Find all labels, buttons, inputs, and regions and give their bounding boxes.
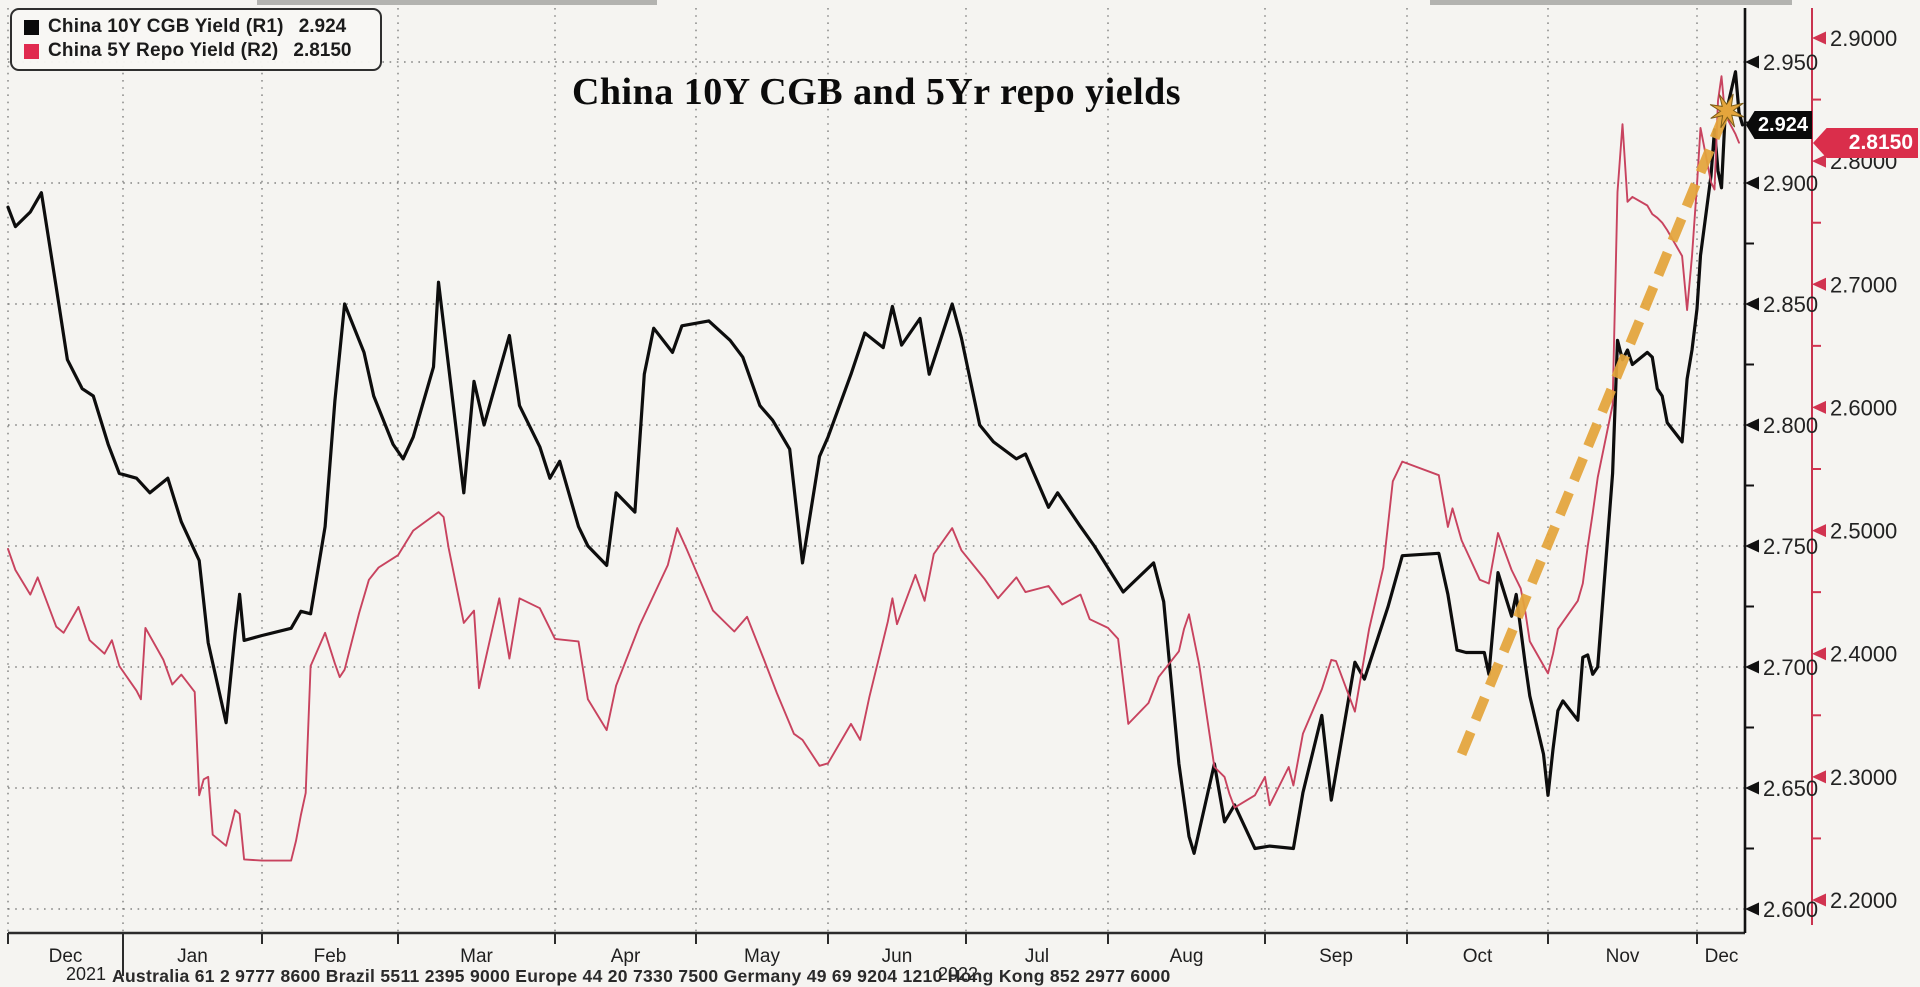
legend-label: China 10Y CGB Yield (R1) (48, 16, 284, 37)
x-axis-month-label: Jun (882, 946, 913, 967)
x-axis-month-label: Jan (177, 946, 208, 967)
axis-tick-label: 2.650 (1763, 776, 1818, 801)
x-axis-month-label: Oct (1463, 946, 1493, 967)
chart-legend: China 10Y CGB Yield (R1) 2.924 China 5Y … (10, 8, 382, 71)
scrollbar-fragment[interactable] (257, 0, 657, 5)
axis-tick-arrow (1812, 400, 1826, 414)
axis-tick-label: 2.5000 (1830, 519, 1897, 544)
legend-item-10y-cgb[interactable]: China 10Y CGB Yield (R1) 2.924 (24, 15, 370, 39)
series-line-r1 (6, 70, 1745, 855)
axis-tick-arrow (1812, 154, 1826, 168)
axis-tick-label: 2.800 (1763, 413, 1818, 438)
x-axis-month-label: Apr (611, 946, 641, 967)
x-axis-month-label: Aug (1170, 946, 1204, 967)
axis-tick-label: 2.2000 (1830, 888, 1897, 913)
x-axis-month-label: Dec (1705, 946, 1739, 967)
axis-tick-label: 2.3000 (1830, 765, 1897, 790)
x-axis-month-label: Sep (1319, 946, 1353, 967)
axis-tick-arrow (1812, 31, 1826, 45)
trend-arrow-star-tip (1709, 93, 1745, 128)
scrollbar-fragment[interactable] (1430, 0, 1792, 5)
axis-tick-label: 2.6000 (1830, 395, 1897, 420)
x-axis-month-label: May (744, 946, 780, 967)
axis-tick-arrow (1745, 418, 1759, 432)
axis-tick-arrow (1745, 176, 1759, 190)
legend-item-5y-repo[interactable]: China 5Y Repo Yield (R2) 2.8150 (24, 39, 370, 63)
footer-contact-line: Australia 61 2 9777 8600 Brazil 5511 239… (112, 966, 1171, 986)
axis-tick-arrow (1745, 902, 1759, 916)
axis-tick-arrow (1745, 660, 1759, 674)
x-axis-year-label: 2022 (938, 964, 978, 981)
x-axis-month-label: Dec (49, 946, 83, 967)
axis-tick-label: 2.9000 (1830, 26, 1897, 51)
axis-tick-arrow (1745, 297, 1759, 311)
axis-tick-label: 2.4000 (1830, 642, 1897, 667)
axis-tick-arrow (1812, 277, 1826, 291)
axis-tick-arrow (1812, 647, 1826, 661)
axis-tick-label: 2.700 (1763, 655, 1818, 680)
x-axis-month-label: Mar (460, 946, 493, 967)
last-price-badge-10y: 2.924 (1746, 111, 1812, 139)
axis-tick-label: 2.600 (1763, 897, 1818, 922)
axis-tick-label: 2.850 (1763, 292, 1818, 317)
chart-title: China 10Y CGB and 5Yr repo yields (571, 71, 1182, 113)
axis-tick-arrow (1812, 524, 1826, 538)
axis-tick-label: 2.950 (1763, 50, 1818, 75)
axis-tick-label: 2.7000 (1830, 272, 1897, 297)
axis-tick-label: 2.750 (1763, 534, 1818, 559)
series-color-swatch-black (24, 19, 39, 35)
x-axis-month-label: Jul (1025, 946, 1049, 967)
x-axis-year-label: 2021 (66, 964, 106, 981)
series-color-swatch-red (24, 43, 39, 59)
axis-tick-label: 2.900 (1763, 171, 1818, 196)
axis-tick-arrow (1745, 781, 1759, 795)
x-axis-month-label: Nov (1606, 946, 1640, 967)
legend-label: China 5Y Repo Yield (R2) (48, 40, 279, 61)
axis-tick-arrow (1745, 55, 1759, 69)
axis-tick-arrow (1745, 539, 1759, 553)
last-price-badge-5y: 2.8150 (1813, 128, 1918, 158)
legend-last-value: 2.8150 (293, 40, 352, 61)
axis-tick-arrow (1812, 893, 1826, 907)
x-axis-month-label: Feb (314, 946, 347, 967)
trend-arrow (1456, 110, 1730, 757)
axis-tick-arrow (1812, 770, 1826, 784)
legend-last-value: 2.924 (298, 16, 347, 37)
series-line-r2 (7, 75, 1740, 862)
